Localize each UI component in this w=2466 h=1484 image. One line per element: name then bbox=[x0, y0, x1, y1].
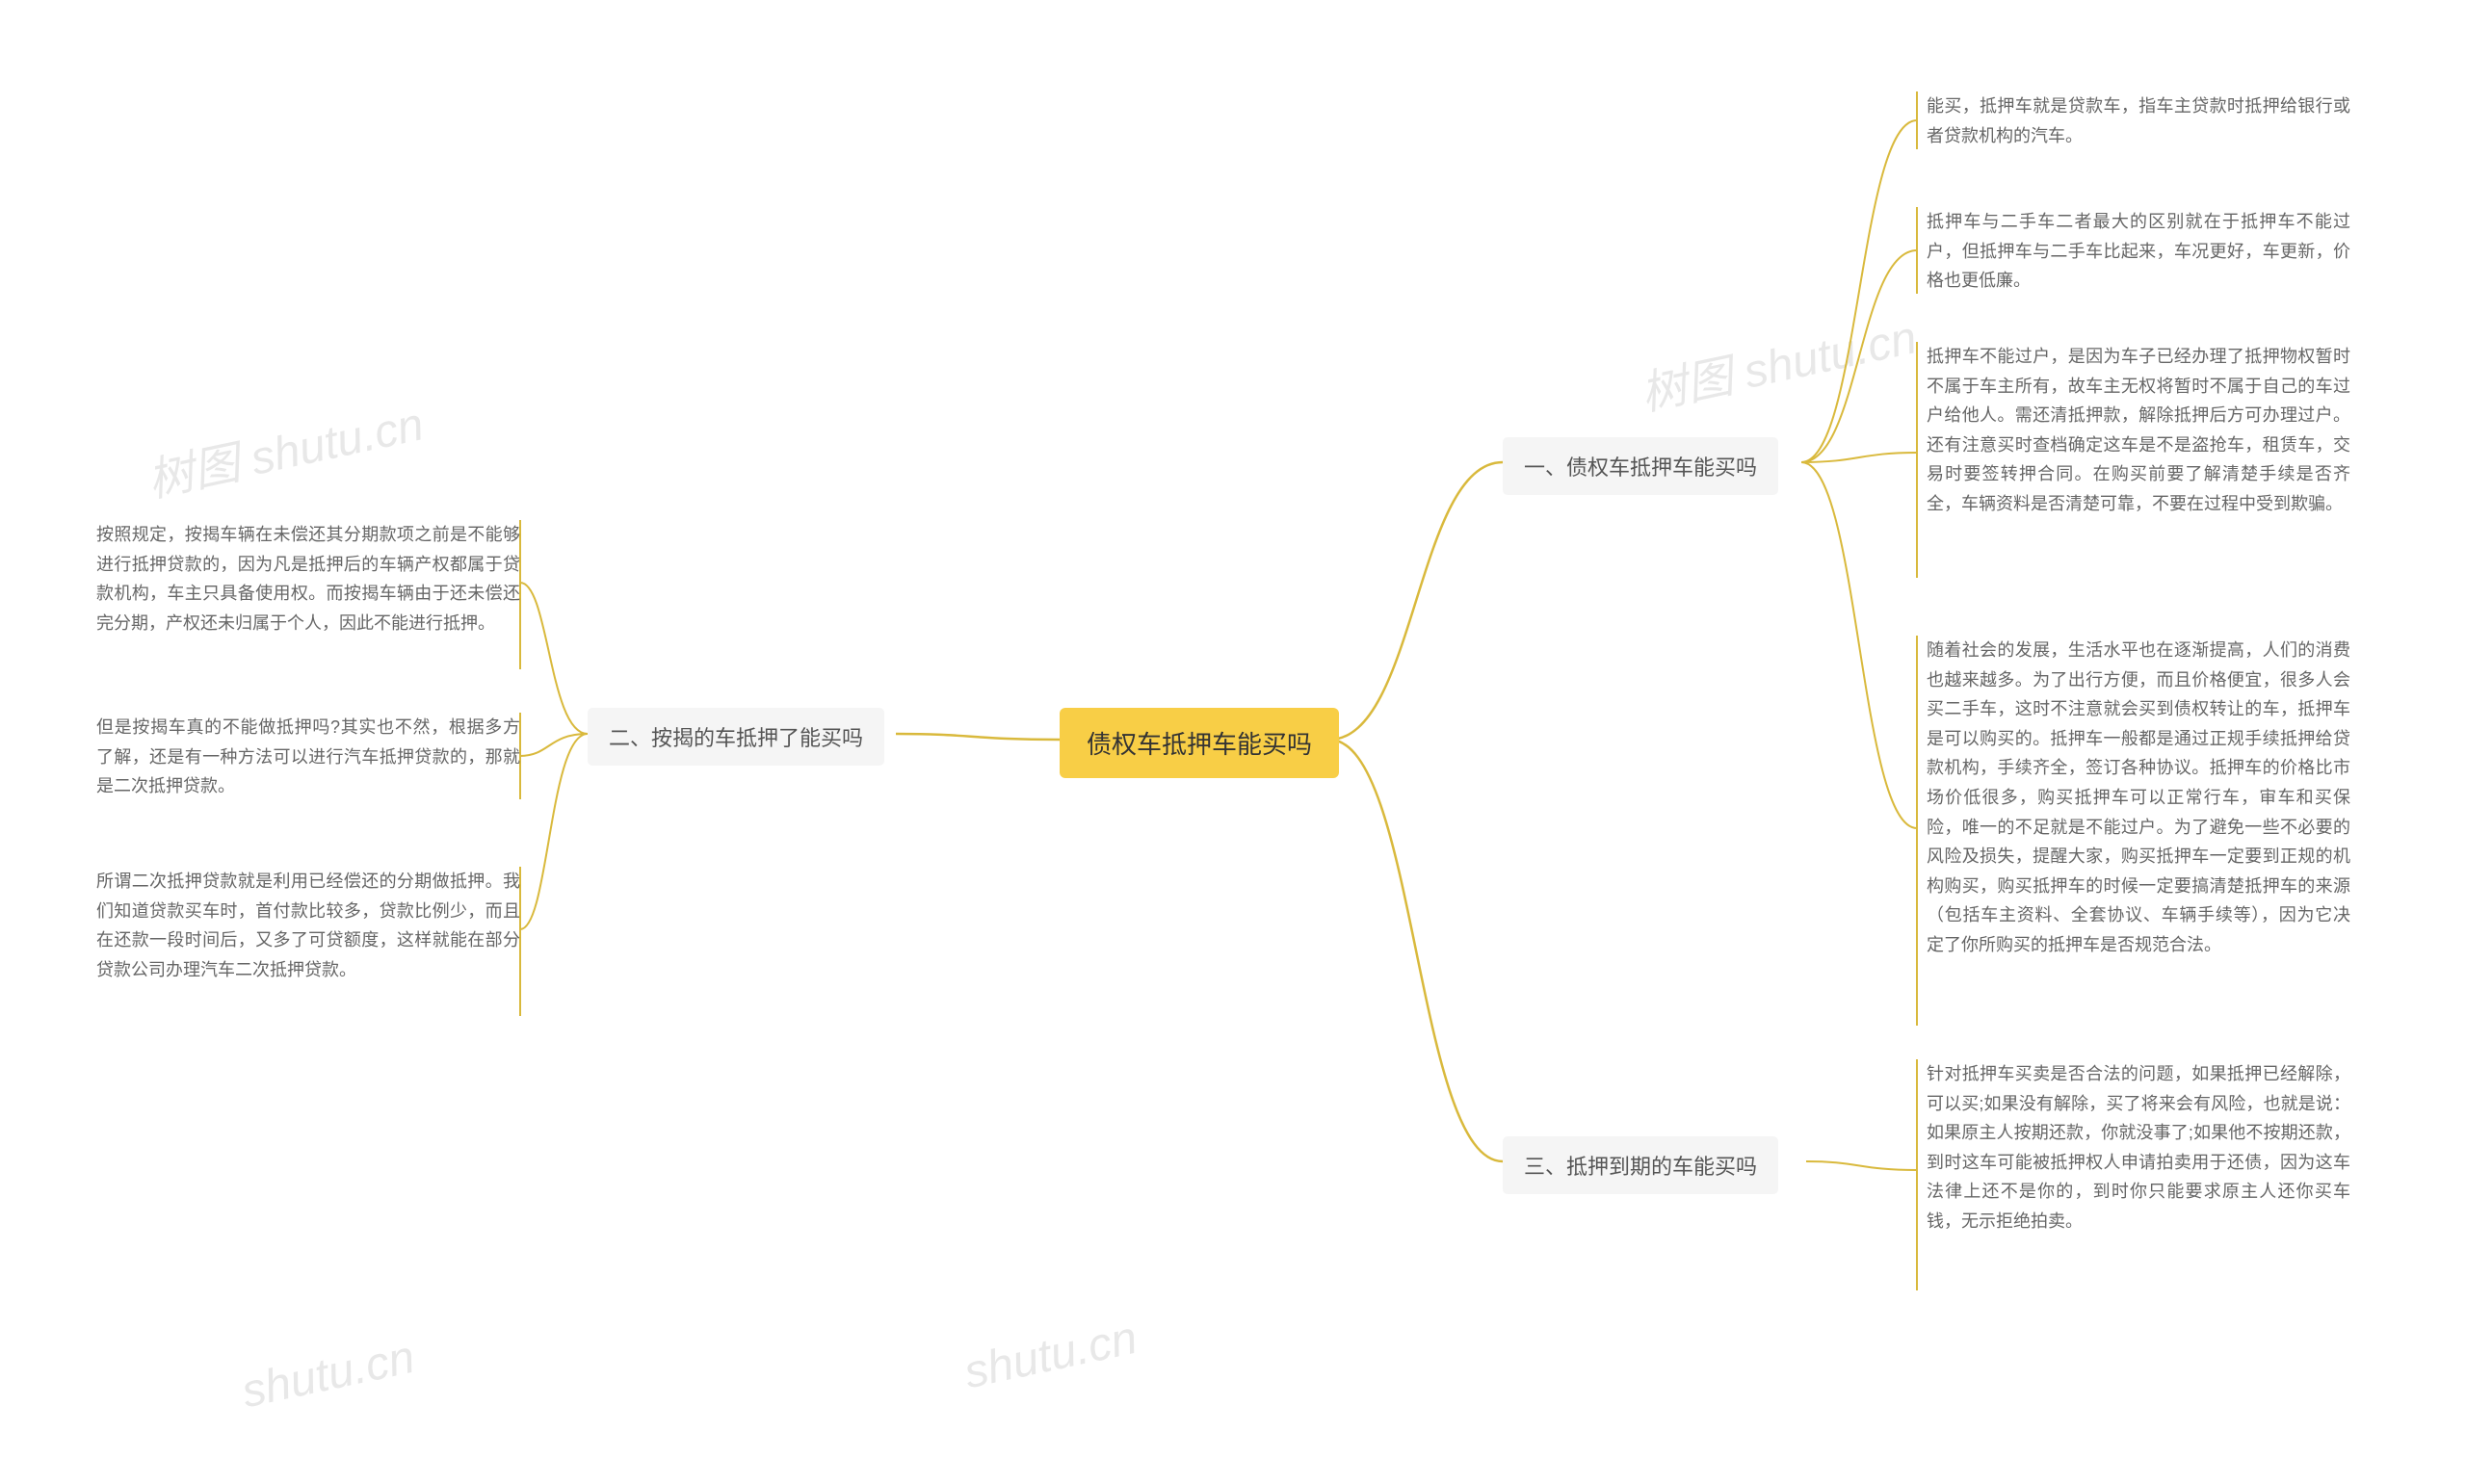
leaf-node-2-1: 按照规定，按揭车辆在未偿还其分期款项之前是不能够进行抵押贷款的，因为凡是抵押后的… bbox=[96, 520, 520, 638]
leaf-node-2-2: 但是按揭车真的不能做抵押吗?其实也不然，根据多方了解，还是有一种方法可以进行汽车… bbox=[96, 713, 520, 801]
mindmap-canvas: 树图 shutu.cn 树图 shutu.cn shutu.cn shutu.c… bbox=[0, 0, 2466, 1484]
watermark-3: shutu.cn bbox=[237, 1331, 419, 1419]
leaf-node-2-3: 所谓二次抵押贷款就是利用已经偿还的分期做抵押。我们知道贷款买车时，首付款比较多，… bbox=[96, 867, 520, 984]
branch-node-3: 三、抵押到期的车能买吗 bbox=[1503, 1136, 1778, 1194]
leaf-node-1-3: 抵押车不能过户，是因为车子已经办理了抵押物权暂时不属于车主所有，故车主无权将暂时… bbox=[1927, 342, 2350, 519]
watermark-4: shutu.cn bbox=[959, 1312, 1141, 1400]
leaf-node-1-4: 随着社会的发展，生活水平也在逐渐提高，人们的消费也越来越多。为了出行方便，而且价… bbox=[1927, 636, 2350, 960]
root-node: 债权车抵押车能买吗 bbox=[1060, 708, 1339, 778]
watermark-1: 树图 shutu.cn bbox=[141, 386, 429, 510]
leaf-node-1-1: 能买，抵押车就是贷款车，指车主贷款时抵押给银行或者贷款机构的汽车。 bbox=[1927, 91, 2350, 150]
branch-node-1: 一、债权车抵押车能买吗 bbox=[1503, 437, 1778, 495]
branch-node-2: 二、按揭的车抵押了能买吗 bbox=[588, 708, 884, 766]
watermark-2: 树图 shutu.cn bbox=[1634, 299, 1922, 424]
leaf-node-1-2: 抵押车与二手车二者最大的区别就在于抵押车不能过户，但抵押车与二手车比起来，车况更… bbox=[1927, 207, 2350, 296]
leaf-node-3-1: 针对抵押车买卖是否合法的问题，如果抵押已经解除，可以买;如果没有解除，买了将来会… bbox=[1927, 1059, 2350, 1237]
